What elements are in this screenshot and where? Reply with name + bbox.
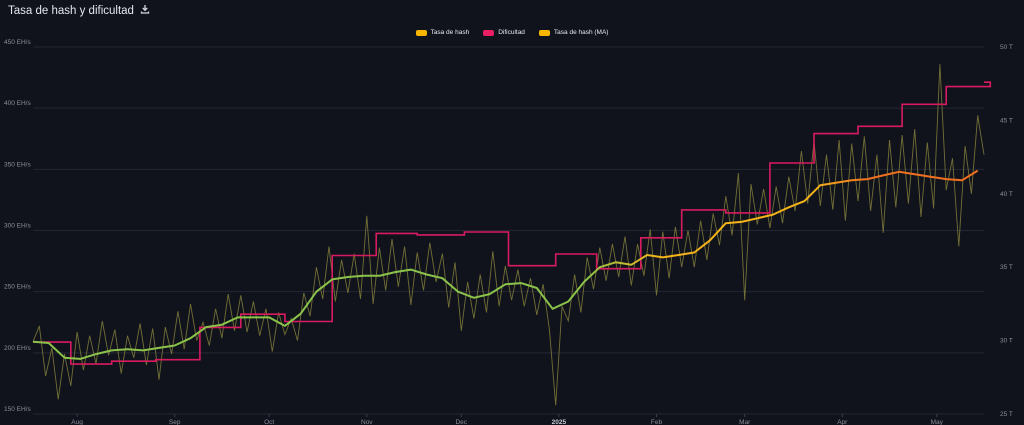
legend-swatch-hashrate — [415, 29, 427, 36]
y-right-tick-label: 45 T — [1000, 117, 1013, 124]
y-left-tick-label: 450 EH/s — [4, 39, 31, 46]
legend-label-hashrate: Tasa de hash — [430, 29, 470, 36]
legend-item-difficulty[interactable]: Dificultad — [483, 29, 525, 36]
y-right-tick-label: 40 T — [1000, 191, 1013, 198]
x-tick-label: Feb — [651, 419, 663, 425]
x-tick-label: 2025 — [552, 419, 567, 425]
legend-label-hashrate-ma: Tasa de hash (MA) — [553, 29, 609, 36]
x-tick-label: Mar — [739, 419, 751, 425]
y-right-tick-label: 35 T — [1000, 264, 1013, 271]
legend-item-hashrate[interactable]: Tasa de hash — [415, 29, 470, 36]
x-tick-label: Nov — [361, 419, 373, 425]
y-left-tick-label: 300 EH/s — [4, 223, 31, 230]
download-icon[interactable] — [140, 4, 150, 17]
x-tick-label: Aug — [71, 419, 83, 425]
y-left-tick-label: 150 EH/s — [4, 406, 31, 413]
chart-title: Tasa de hash y dificultad — [8, 4, 150, 17]
legend-swatch-difficulty — [483, 29, 495, 36]
legend-item-hashrate-ma[interactable]: Tasa de hash (MA) — [538, 29, 609, 36]
legend-swatch-hashrate-ma — [538, 29, 550, 36]
x-tick-label: Sep — [169, 419, 181, 425]
series-hashrate-ma-line — [32, 169, 979, 360]
y-right-tick-label: 50 T — [1000, 44, 1013, 51]
x-tick-label: Apr — [837, 419, 848, 425]
y-right-tick-label: 25 T — [1000, 411, 1013, 418]
legend-label-difficulty: Dificultad — [498, 29, 525, 36]
y-left-tick-label: 400 EH/s — [4, 100, 31, 107]
y-left-tick-label: 250 EH/s — [4, 284, 31, 291]
y-left-tick-label: 200 EH/s — [4, 345, 31, 352]
x-tick-label: Oct — [264, 419, 274, 425]
chart-legend: Tasa de hash Dificultad Tasa de hash (MA… — [0, 29, 1024, 36]
chart-title-text: Tasa de hash y dificultad — [8, 4, 134, 17]
x-tick-label: May — [931, 419, 944, 425]
y-left-tick-label: 350 EH/s — [4, 161, 31, 168]
x-tick-label: Dec — [455, 419, 467, 425]
y-right-tick-label: 30 T — [1000, 338, 1013, 345]
series-difficulty-line — [33, 81, 992, 365]
